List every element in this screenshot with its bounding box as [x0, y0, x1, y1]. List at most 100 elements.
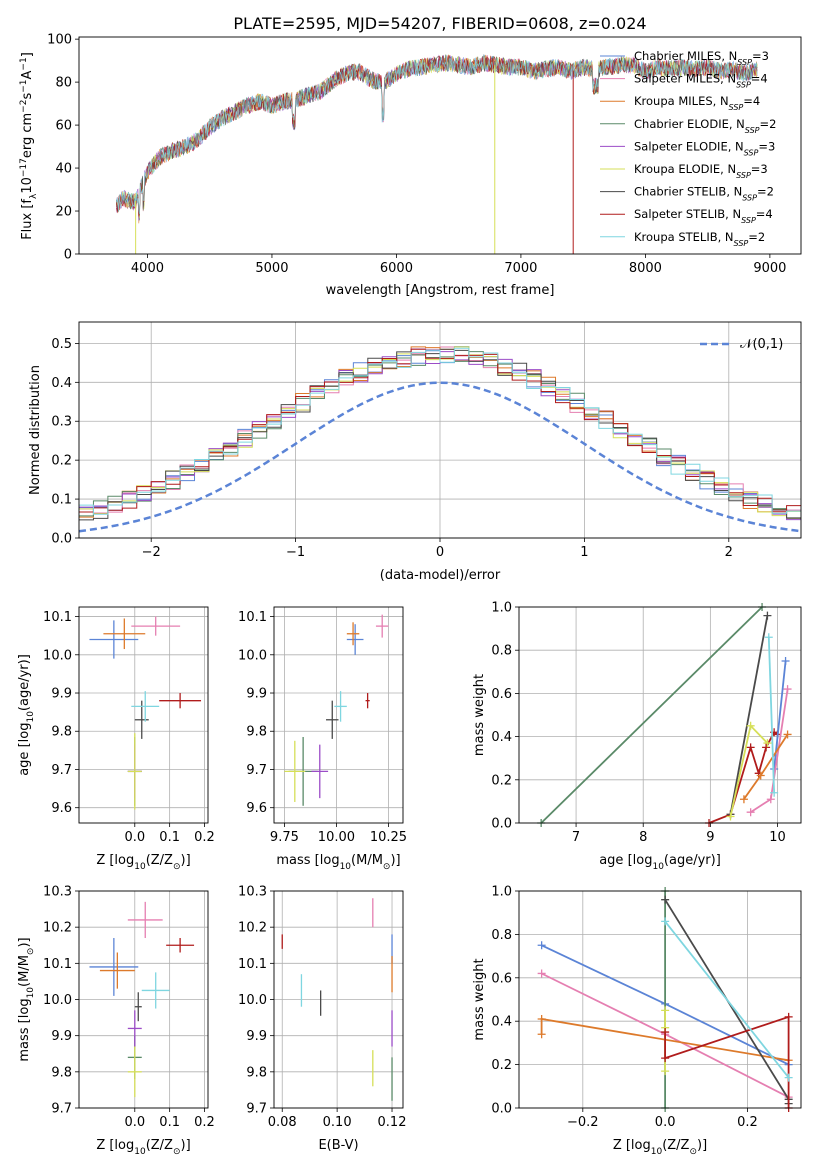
y-tick-label: 9.6 — [51, 801, 72, 816]
y-tick-label: 10.2 — [238, 921, 267, 936]
y-tick-label: 0.3 — [51, 415, 72, 430]
legend-label-sub: SSP — [742, 193, 757, 202]
axes-frame — [273, 606, 404, 824]
x-tick-label: 4000 — [131, 261, 164, 276]
y-tick-label: 20 — [55, 205, 72, 220]
y-tick-label: 10.0 — [238, 993, 267, 1008]
x-tick-label: 0.12 — [378, 1115, 407, 1130]
y-tick-label: 0.0 — [491, 1102, 512, 1117]
x-axis-label-part: Z [log — [96, 853, 134, 868]
y-tick-label: 9.8 — [246, 1065, 267, 1080]
residuals-panel: −2 −1 0 1 2 0.0 0.1 0.2 0.3 0.4 0.5 𝒩(0,1) (data-mod… — [28, 321, 802, 583]
legend-label-text: Kroupa MILES, N — [634, 94, 729, 108]
y-tick-label: 60 — [55, 119, 72, 134]
x-axis-label-part: (Z/Z — [662, 1138, 689, 1153]
axes-frame — [78, 36, 802, 255]
y-axis-label-part: −17 — [19, 158, 29, 177]
weight-marker — [784, 1073, 793, 1082]
weight-marker — [661, 917, 670, 926]
weight-marker — [763, 739, 772, 748]
weight-line — [767, 637, 775, 793]
x-tick-label: 0.0 — [655, 1115, 676, 1130]
weight-marker — [756, 771, 765, 780]
legend-label-sub: SSP — [745, 125, 760, 134]
legend-label: Salpeter MILES, NSSP=4 — [634, 72, 768, 90]
x-tick-label: −0.2 — [567, 1115, 599, 1130]
y-tick-label: 10.1 — [43, 610, 72, 625]
x-tick-label: 0.0 — [124, 1115, 145, 1130]
x-axis-label: wavelength [Angstrom, rest frame] — [326, 283, 555, 298]
y-tick-label: 9.9 — [246, 687, 267, 702]
y-axis-label: mass weight — [472, 958, 487, 1040]
x-axis-label: Z [log10(Z/Z⊙)] — [96, 1138, 190, 1157]
x-axis-label-part: (Z/Z — [146, 1138, 173, 1153]
y-tick-label: 0.8 — [491, 644, 512, 659]
legend-label-suffix: =4 — [756, 207, 773, 221]
x-axis-label: E(B-V) — [318, 1138, 358, 1153]
weight-marker — [537, 969, 546, 978]
y-tick-label: 0.1 — [51, 493, 72, 508]
legend-label-sub: SSP — [744, 148, 759, 157]
x-tick-label: 7000 — [504, 261, 537, 276]
x-axis-label-part: Z [log — [613, 1138, 651, 1153]
legend-label-sub: SSP — [736, 80, 751, 89]
y-tick-label: 9.6 — [246, 801, 267, 816]
y-tick-label: 1.0 — [491, 601, 512, 616]
x-tick-label: 10.25 — [370, 830, 407, 845]
x-axis-label-part: 10 — [652, 862, 664, 872]
y-axis-label-part: mass [log — [17, 998, 32, 1061]
x-axis-label-part: )] — [390, 853, 400, 868]
x-axis-label-part: )] — [181, 853, 191, 868]
x-axis-label-part: 10 — [134, 1147, 146, 1157]
legend-label: Kroupa MILES, NSSP=4 — [634, 94, 760, 112]
legend-label-sub: SSP — [741, 216, 756, 225]
weight-marker — [661, 1054, 670, 1063]
y-axis-label-part: Flux [f — [20, 199, 35, 240]
x-axis-label-part: (age/yr)] — [664, 853, 721, 868]
y-axis-label: Normed distribution — [28, 365, 43, 495]
mass_weight_vs_Z-panel: −0.2 0.0 0.2 0.0 0.2 0.4 0.6 0.8 1.0 Z [log10(Z/Z… — [472, 885, 802, 1157]
axes-frame — [518, 606, 802, 824]
legend-label-text: Chabrier STELIB, N — [634, 185, 742, 199]
legend-label-suffix: =2 — [757, 185, 774, 199]
y-tick-label: 9.7 — [246, 1102, 267, 1117]
y-tick-label: 9.9 — [51, 687, 72, 702]
x-tick-label: 5000 — [255, 261, 288, 276]
weight-line — [729, 723, 769, 817]
weight-marker — [661, 1067, 670, 1076]
spectrum-panel: 4000 5000 6000 7000 8000 9000 0 20 40 60 80 100 Chab… — [19, 33, 802, 298]
y-axis-label-part: λ — [29, 193, 39, 199]
y-axis-label-part: (M/M — [17, 955, 32, 987]
x-axis-label: (data-model)/error — [380, 568, 501, 583]
legend-label-sub: SSP — [734, 238, 749, 247]
y-tick-label: 0.6 — [491, 687, 512, 702]
x-axis-label: mass [log10(M/M⊙)] — [276, 853, 400, 872]
normal-curve — [78, 381, 802, 533]
y-axis-label: Flux [fλ10−17erg cm−2s−1A−1] — [19, 52, 39, 240]
spectrum-line — [116, 54, 758, 215]
y-axis-label-part: −2 — [19, 100, 29, 113]
y-axis-label-part: (age/yr)] — [17, 654, 32, 711]
weight-marker — [781, 657, 790, 665]
y-tick-label: 1.0 — [491, 885, 512, 900]
y-tick-label: 0.4 — [491, 1015, 512, 1030]
y-tick-label: 10.0 — [238, 648, 267, 663]
mass_vs_ebv-panel: 0.08 0.10 0.12 9.7 9.8 9.9 10.0 10.1 10.2 10.3 E(B… — [238, 885, 406, 1154]
y-axis-label-part: age [log — [17, 723, 32, 776]
y-tick-label: 9.9 — [51, 1029, 72, 1044]
weight-marker — [537, 1030, 546, 1039]
y-tick-label: 0.0 — [491, 817, 512, 832]
weight-marker — [770, 788, 779, 797]
x-axis-label: Z [log10(Z/Z⊙)] — [613, 1138, 707, 1157]
x-axis-label-part: (Z/Z — [146, 853, 173, 868]
weight-marker — [537, 941, 546, 950]
weight-marker — [661, 1028, 670, 1037]
legend-label: Chabrier MILES, NSSP=3 — [634, 49, 769, 67]
x-axis-label-part: 10 — [340, 862, 352, 872]
x-axis-label-part: ⊙ — [689, 1147, 697, 1157]
x-tick-label: −1 — [286, 545, 305, 560]
x-tick-label: 8 — [639, 830, 647, 845]
y-tick-label: 0.8 — [491, 928, 512, 943]
y-tick-label: 80 — [55, 76, 72, 91]
x-axis-label: age [log10(age/yr)] — [599, 853, 721, 872]
